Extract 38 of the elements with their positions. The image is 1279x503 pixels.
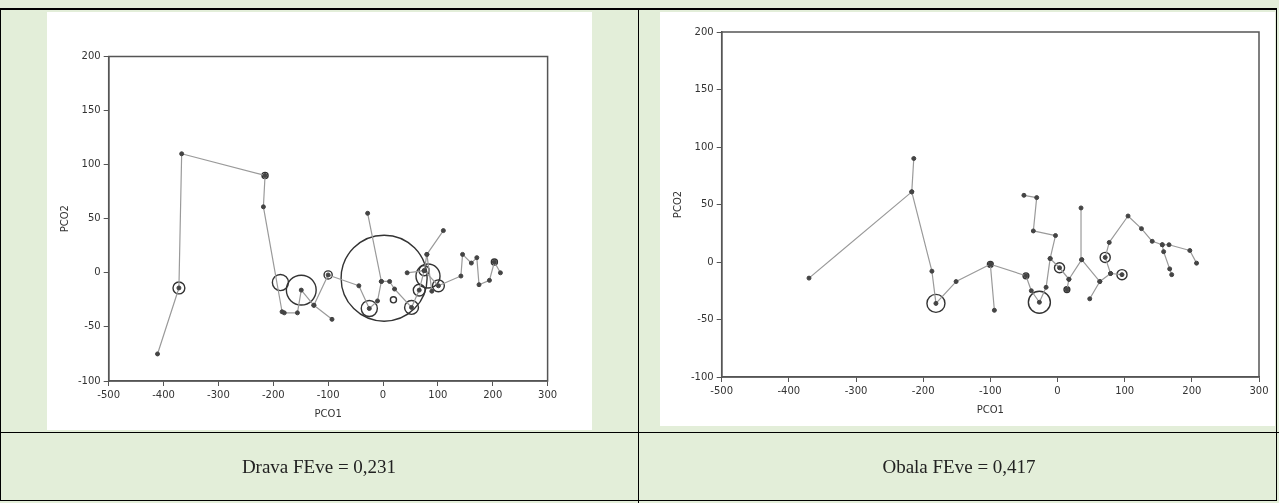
text: Obala FEve = 0,417	[881, 455, 1037, 479]
y-tick-label: 100	[81, 158, 101, 170]
x-tick-label: -300	[844, 384, 868, 396]
x-axis-title: PCO1	[976, 403, 1004, 415]
y-axis-title: PCO2	[58, 205, 70, 233]
y-tick-label: 50	[87, 212, 101, 224]
y-tick-label: 200	[81, 49, 101, 61]
x-tick-label: 100	[428, 388, 448, 400]
x-tick-label: -400	[777, 384, 801, 396]
y-tick-label: 0	[94, 266, 101, 278]
y-tick-label: -50	[697, 313, 714, 325]
x-tick-label: 200	[1182, 384, 1202, 396]
y-tick-label: 150	[81, 104, 101, 116]
x-axis-title: PCO1	[314, 407, 342, 419]
x-tick-label: 200	[483, 388, 503, 400]
x-tick-label: 100	[1115, 384, 1135, 396]
x-tick-label: -100	[979, 384, 1002, 396]
y-tick-label: -100	[690, 370, 714, 382]
y-tick-label: -50	[84, 320, 101, 332]
y-tick-label: -100	[77, 374, 101, 386]
y-tick-label: 50	[700, 198, 714, 210]
x-tick-label: 300	[1249, 384, 1269, 396]
y-axis-title: PCO2	[671, 190, 683, 219]
x-tick-label: 0	[1054, 384, 1061, 396]
y-tick-label: 0	[707, 255, 714, 267]
y-tick-label: 150	[694, 83, 714, 95]
y-tick-label: 100	[694, 140, 714, 152]
x-tick-label: 300	[538, 388, 558, 400]
x-tick-label: -400	[152, 388, 175, 400]
text: Drava FEve = 0,231	[240, 455, 398, 479]
x-tick-label: 0	[379, 388, 387, 400]
x-tick-label: -500	[97, 388, 121, 400]
x-tick-label: -100	[316, 388, 340, 400]
x-tick-label: -200	[911, 384, 935, 396]
x-tick-label: -500	[710, 384, 734, 396]
x-tick-label: -300	[207, 388, 230, 400]
y-tick-label: 200	[694, 25, 714, 37]
x-tick-label: -200	[261, 388, 285, 400]
